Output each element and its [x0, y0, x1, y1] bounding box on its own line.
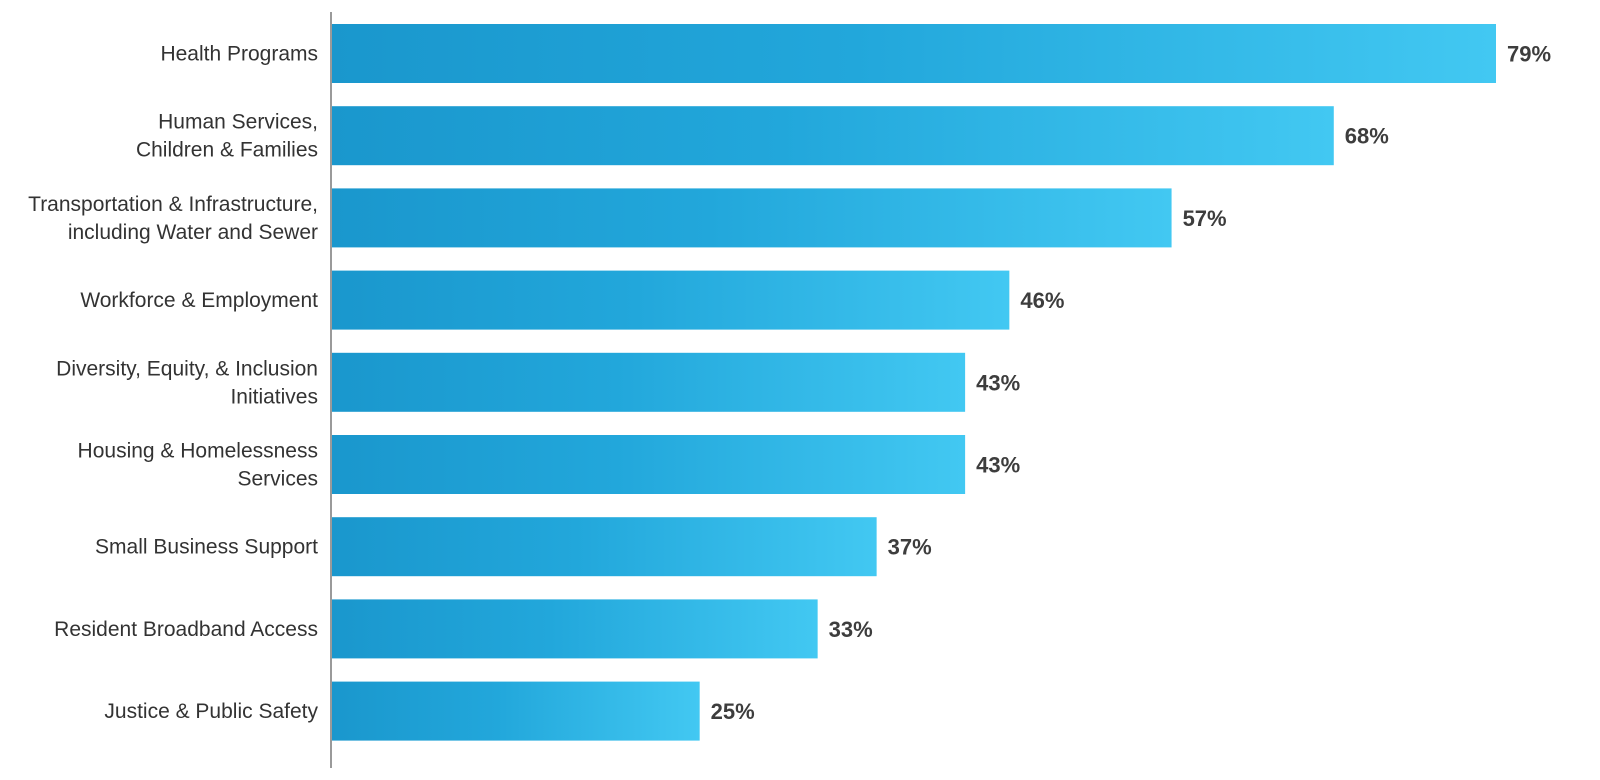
value-label: 43% — [976, 370, 1020, 395]
category-labels-layer: Health Programs Human Services, Children &… — [28, 43, 318, 724]
category-label: Housing & Homelessness Services — [78, 440, 318, 491]
bar — [331, 270, 1010, 330]
value-label: 57% — [1183, 206, 1227, 231]
value-label: 46% — [1020, 288, 1064, 313]
category-label: Resident Broadband Access — [54, 618, 318, 641]
bars-layer — [331, 24, 1496, 741]
value-labels-layer: 79% 68% 57% 46% 43% 43% 37% 33% 25% — [711, 42, 1551, 725]
category-label: Health Programs — [160, 43, 318, 66]
category-label-line: Small Business Support — [95, 536, 318, 559]
category-label: Human Services, Children & Families — [136, 111, 318, 162]
category-label: Diversity, Equity, & Inclusion Initiative… — [56, 357, 318, 408]
category-label-line: Health Programs — [160, 43, 318, 66]
bar — [331, 435, 966, 494]
category-label-line: Human Services, — [158, 111, 318, 134]
category-label-line: including Water and Sewer — [68, 221, 318, 244]
bar — [331, 599, 818, 659]
category-label: Small Business Support — [95, 536, 318, 559]
value-label: 79% — [1507, 42, 1551, 67]
value-label: 68% — [1345, 124, 1389, 149]
category-label: Workforce & Employment — [80, 289, 318, 312]
category-label-line: Diversity, Equity, & Inclusion — [56, 357, 318, 380]
bar — [331, 106, 1334, 166]
bar — [331, 24, 1496, 83]
category-label-line: Children & Families — [136, 139, 318, 162]
category-label-line: Workforce & Employment — [80, 289, 318, 312]
category-label-line: Housing & Homelessness — [78, 440, 318, 463]
category-label-line: Initiatives — [230, 385, 318, 408]
category-label-line: Transportation & Infrastructure, — [28, 193, 318, 216]
category-label: Justice & Public Safety — [104, 700, 318, 723]
category-label-line: Justice & Public Safety — [104, 700, 318, 723]
category-label-line: Services — [237, 468, 318, 491]
category-label-line: Resident Broadband Access — [54, 618, 318, 641]
bar — [331, 188, 1172, 248]
value-label: 25% — [711, 699, 755, 724]
value-label: 37% — [888, 535, 932, 560]
category-label: Transportation & Infrastructure, includin… — [28, 193, 318, 244]
value-label: 33% — [829, 617, 873, 642]
value-label: 43% — [976, 453, 1020, 478]
bar — [331, 517, 877, 577]
bar — [331, 681, 700, 741]
bar — [331, 352, 966, 412]
